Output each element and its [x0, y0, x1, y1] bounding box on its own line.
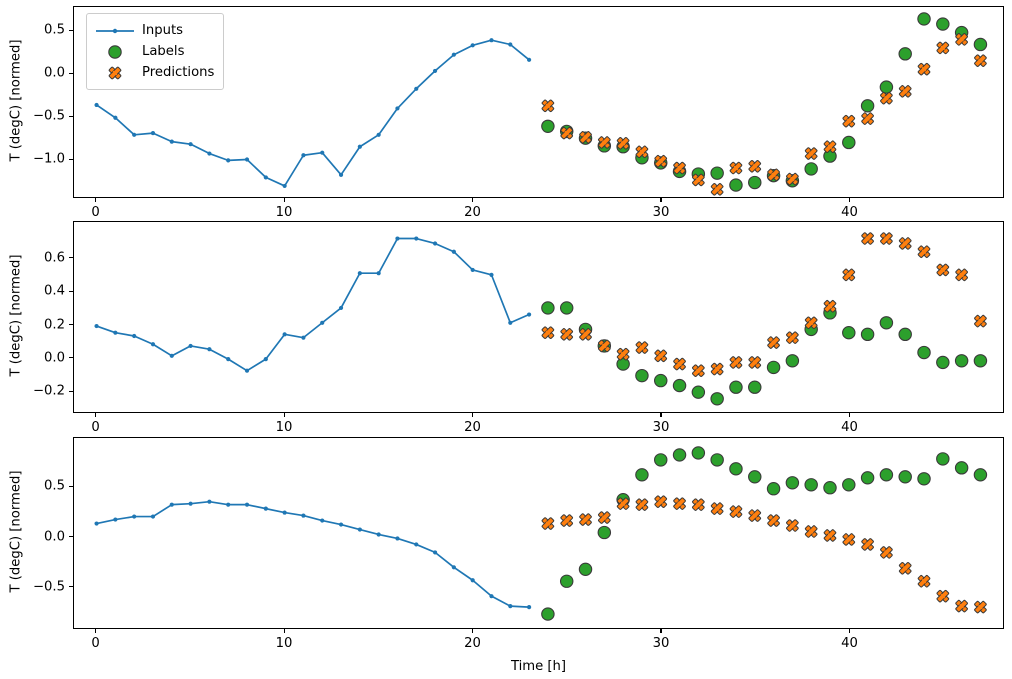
subplot-1-ytick-label: −1.0: [32, 151, 65, 167]
subplot-1-ytick-label: 0.5: [44, 22, 65, 38]
subplot-2: [73, 221, 1004, 413]
subplot-3-ytick-mark: [69, 586, 73, 588]
series-predictions: [541, 33, 987, 196]
series-inputs: [94, 499, 532, 610]
subplot-3-y-axis-label: T (degC) [normed]: [8, 470, 24, 593]
subplot-1-ytick-mark: [69, 29, 73, 31]
subplot-2-xtick-mark: [95, 413, 97, 417]
legend: Inputs Labels Predictions: [86, 13, 225, 90]
subplot-3-xtick-label: 20: [464, 636, 481, 651]
subplot-3-xtick-mark: [848, 629, 850, 633]
x-axis-label: Time [h]: [510, 659, 567, 674]
subplot-3-ytick-label: 0.0: [44, 529, 65, 545]
subplot-2-ytick-label: 0.0: [44, 350, 65, 366]
subplot-1-ytick-mark: [69, 158, 73, 160]
subplot-3-ytick-mark: [69, 535, 73, 538]
legend-marker-x-cross-icon: [94, 64, 136, 82]
subplot-1-ytick-mark: [69, 72, 73, 74]
subplot-3-ytick-label: 0.5: [44, 478, 65, 494]
subplot-2-ytick-mark: [69, 323, 73, 326]
subplot-3-xtick-label: 30: [652, 636, 670, 651]
subplot-1-xtick-mark: [848, 198, 850, 202]
subplot-3-xtick-mark: [95, 629, 97, 633]
subplot-2-ytick-label: 0.4: [44, 283, 65, 299]
legend-entry-labels: Labels: [94, 41, 214, 62]
subplot-1-xtick-label: 20: [464, 205, 481, 220]
subplot-3: [73, 437, 1004, 629]
subplot-2-xtick-label: 30: [652, 420, 670, 435]
legend-entry-predictions: Predictions: [94, 62, 214, 83]
subplot-3-ytick-mark: [69, 485, 73, 487]
subplot-2-ytick-mark: [69, 290, 73, 292]
subplot-1-xtick-label: 10: [275, 205, 293, 220]
subplot-2-ytick-mark: [69, 390, 73, 392]
subplot-2-ytick-mark: [69, 357, 73, 359]
series-inputs: [94, 236, 532, 373]
subplot-2-plot-area: [94, 232, 988, 406]
subplot-2-ytick-label: −0.2: [32, 383, 65, 399]
subplot-2-xtick-mark: [848, 413, 850, 417]
subplot-3-xtick-mark: [283, 629, 285, 633]
subplot-2-ytick-label: 0.6: [44, 250, 65, 266]
subplot-3-xtick-label: 10: [275, 636, 293, 651]
subplot-1-xtick-mark: [660, 198, 662, 202]
subplot-3-ytick-label: −0.5: [32, 579, 65, 595]
series-labels: [541, 301, 988, 406]
subplot-1: Inputs Labels Predictions: [73, 6, 1004, 198]
series-predictions: [541, 232, 987, 377]
subplot-3-xtick-mark: [471, 629, 474, 633]
subplot-3-xtick-mark: [660, 629, 662, 633]
subplot-1-xtick-label: 30: [652, 205, 670, 220]
legend-label: Inputs: [142, 23, 184, 38]
subplot-2-xtick-label: 40: [841, 420, 858, 435]
subplot-1-xtick-mark: [283, 198, 285, 202]
subplot-2-xtick-mark: [283, 413, 285, 417]
subplot-3-xtick-label: 0: [91, 636, 100, 651]
subplot-2-xtick-label: 0: [91, 420, 100, 435]
subplot-1-xtick-mark: [95, 198, 97, 202]
subplot-1-xtick-label: 0: [91, 205, 100, 220]
subplot-2-ytick-label: 0.2: [44, 317, 65, 332]
subplot-1-xtick-label: 40: [841, 205, 858, 220]
subplot-1-ytick-label: 0.0: [44, 65, 65, 81]
subplot-3-plot-area: [94, 446, 988, 621]
subplot-1-y-axis-label: T (degC) [normed]: [8, 39, 24, 162]
subplot-2-xtick-mark: [660, 413, 662, 417]
series-labels: [541, 446, 988, 621]
legend-label: Labels: [142, 44, 185, 59]
subplot-1-plot-area: [94, 12, 988, 196]
legend-label: Predictions: [142, 65, 215, 80]
series-predictions: [541, 495, 987, 614]
subplot-1-xtick-mark: [471, 198, 474, 202]
subplot-2-ytick-mark: [69, 257, 73, 259]
subplot-2-y-axis-label: T (degC) [normed]: [8, 254, 24, 377]
subplot-1-ytick-label: −0.5: [32, 108, 65, 124]
subplot-2-xtick-label: 20: [464, 420, 481, 435]
subplot-2-xtick-label: 10: [275, 420, 293, 435]
series-inputs: [94, 38, 532, 189]
subplot-2-xtick-mark: [471, 413, 474, 417]
legend-entry-inputs: Inputs: [94, 20, 214, 41]
subplot-3-xtick-label: 40: [841, 636, 858, 651]
legend-marker-line-with-dot-icon: [94, 22, 136, 40]
legend-marker-circle-icon: [94, 43, 136, 61]
subplot-1-ytick-mark: [69, 115, 73, 117]
series-labels: [541, 12, 988, 192]
